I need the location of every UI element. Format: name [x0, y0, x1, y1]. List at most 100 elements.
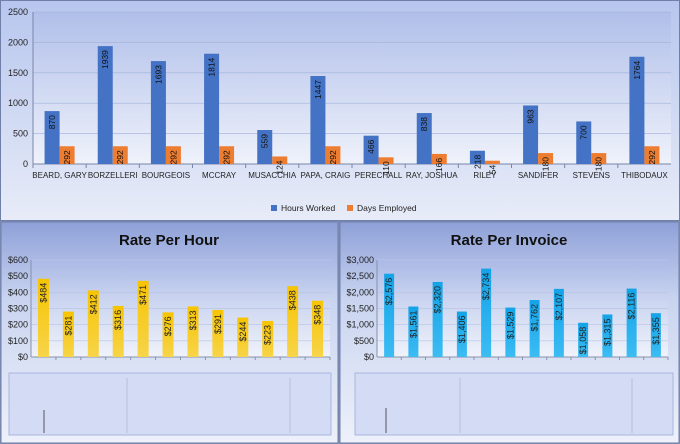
top-chart-bar [59, 146, 75, 164]
rate-per-hour-bar [112, 305, 124, 357]
top-chart-bar [257, 130, 273, 164]
rate-per-hour-data-label: $316 [113, 310, 123, 330]
rate-per-hour-data-label: $244 [238, 322, 248, 342]
top-chart-bar [97, 46, 113, 165]
rate-per-hour-bar [62, 311, 74, 357]
top-chart-bar [629, 56, 645, 165]
rate-per-hour-y-tick-label: $200 [8, 320, 28, 330]
rate-per-hour-y-tick-label: $600 [8, 255, 28, 265]
rate-per-invoice-y-tick-label: $2,500 [346, 271, 374, 281]
top-chart-bar [363, 135, 379, 164]
rate-per-invoice-y-tick-label: $0 [364, 352, 374, 362]
rate-per-hour-data-label: $291 [213, 314, 223, 334]
rate-per-hour-bar [212, 309, 224, 357]
rate-per-hour-bar [237, 317, 249, 357]
rate-per-invoice-y-tick-label: $3,000 [346, 255, 374, 265]
rate-per-invoice-data-label: $2,734 [481, 273, 491, 301]
rate-per-invoice-data-label: $2,116 [627, 293, 637, 320]
rate-per-invoice-data-label: $2,320 [433, 286, 443, 314]
top-chart-bar [576, 121, 592, 164]
rate-per-invoice-bar [432, 281, 443, 357]
top-chart-bar [416, 113, 432, 164]
top-chart-data-label: 838 [419, 117, 429, 131]
top-chart-panel: 0 500 1000 1500 2000 2500 870 292 BEARD, GARY 193… [0, 0, 680, 221]
top-chart-category-label: PAPA, CRAIG [300, 171, 350, 180]
top-chart-data-label: 1764 [632, 60, 642, 79]
top-chart-category-label: STEVENS [573, 171, 610, 180]
top-chart-data-label: 870 [47, 115, 57, 129]
top-chart-data-label: 292 [115, 150, 125, 164]
top-chart-category-label: PERECHALL [355, 171, 403, 180]
top-chart-data-label: 1447 [313, 80, 323, 99]
top-chart-data-label: 292 [62, 150, 72, 164]
top-chart-background [33, 12, 671, 164]
top-chart-y-tick-label: 1500 [8, 68, 28, 78]
top-chart-category-label: MUSACCHIA [248, 171, 297, 180]
top-chart-bar [469, 150, 485, 164]
top-chart-data-label: 466 [366, 139, 376, 153]
top-chart-bar [591, 153, 607, 164]
top-chart-bar [431, 153, 447, 164]
rate-per-hour-y-tick-label: $500 [8, 271, 28, 281]
rate-per-hour-data-label: $484 [38, 283, 48, 303]
rate-per-hour-y-tick-label: $100 [8, 336, 28, 346]
rate-per-invoice-bar [602, 314, 613, 357]
top-chart-data-label: 110 [381, 161, 391, 175]
rate-per-invoice-bar [456, 311, 467, 357]
rate-per-hour-title: Rate Per Hour [119, 232, 219, 249]
top-chart-data-label: 1693 [153, 65, 163, 84]
rate-per-invoice-data-label: $2,107 [554, 293, 564, 321]
rate-per-hour-bar [137, 280, 149, 357]
rate-per-hour-data-label: $412 [88, 294, 98, 314]
rate-per-hour-bar [262, 320, 274, 357]
rate-per-hour-data-label: $276 [163, 316, 173, 336]
rate-per-hour-data-label: $348 [313, 305, 323, 325]
rate-per-invoice-bar [408, 306, 419, 357]
top-chart-y-tick-label: 2500 [8, 7, 28, 17]
top-chart-legend-swatch [271, 205, 277, 211]
rate-per-invoice-data-label: $1,355 [651, 317, 661, 345]
top-chart-bar [112, 146, 128, 164]
top-chart-bar [150, 61, 166, 165]
top-chart-data-label: 124 [275, 160, 285, 174]
top-chart-legend-label: Hours Worked [281, 203, 335, 213]
rate-per-invoice-data-label: $1,529 [505, 312, 515, 340]
rate-per-hour-bar [162, 312, 174, 357]
top-chart-bar [310, 76, 326, 164]
top-chart-data-label: 292 [222, 150, 232, 164]
rate-per-invoice-data-label: $2,576 [384, 278, 394, 306]
top-chart-y-tick-label: 500 [13, 129, 28, 139]
rate-per-invoice-data-label: $1,561 [408, 311, 418, 339]
top-chart-data-label: 963 [526, 109, 536, 123]
top-chart-bar [204, 53, 220, 164]
top-chart-bar [523, 105, 539, 164]
top-chart-bar [484, 160, 500, 164]
top-chart-data-label: 54 [487, 164, 497, 174]
rate-per-hour-panel: Rate Per Hour $0 $100 $200 $300 $400 $500 $600… [0, 221, 339, 444]
top-chart-data-label: 180 [594, 157, 604, 171]
rate-per-invoice-panel: Rate Per Invoice $0 $500 $1,000 $1,500 $2,00… [339, 221, 680, 444]
rate-per-invoice-data-label: $1,058 [578, 327, 588, 355]
top-chart-category-label: BOURGEOIS [142, 171, 190, 180]
rate-per-invoice-bar [626, 288, 637, 357]
rate-per-hour-y-tick-label: $300 [8, 304, 28, 314]
top-chart-data-label: 1814 [207, 57, 217, 76]
rate-per-invoice-bar [553, 288, 564, 357]
rate-per-invoice-y-tick-label: $1,500 [346, 304, 374, 314]
top-chart-bar [644, 146, 660, 164]
rate-per-invoice-title: Rate Per Invoice [451, 232, 568, 249]
rate-per-invoice-data-label: $1,406 [457, 316, 467, 344]
top-chart-category-label: THIBODAUX [621, 171, 668, 180]
rate-per-hour-y-tick-label: $400 [8, 287, 28, 297]
rate-per-hour-bar [312, 300, 324, 357]
top-chart-category-label: RAY, JOSHUA [406, 171, 458, 180]
rate-per-invoice-data-label: $1,762 [530, 304, 540, 332]
top-chart-bar [272, 156, 288, 164]
top-chart-legend-swatch [347, 205, 353, 211]
top-chart-data-label: 292 [647, 150, 657, 164]
top-chart-data-label: 218 [472, 154, 482, 168]
rate-per-invoice-bar [650, 313, 661, 357]
top-chart-data-label: 180 [541, 157, 551, 171]
rate-per-invoice-bar [384, 273, 395, 357]
